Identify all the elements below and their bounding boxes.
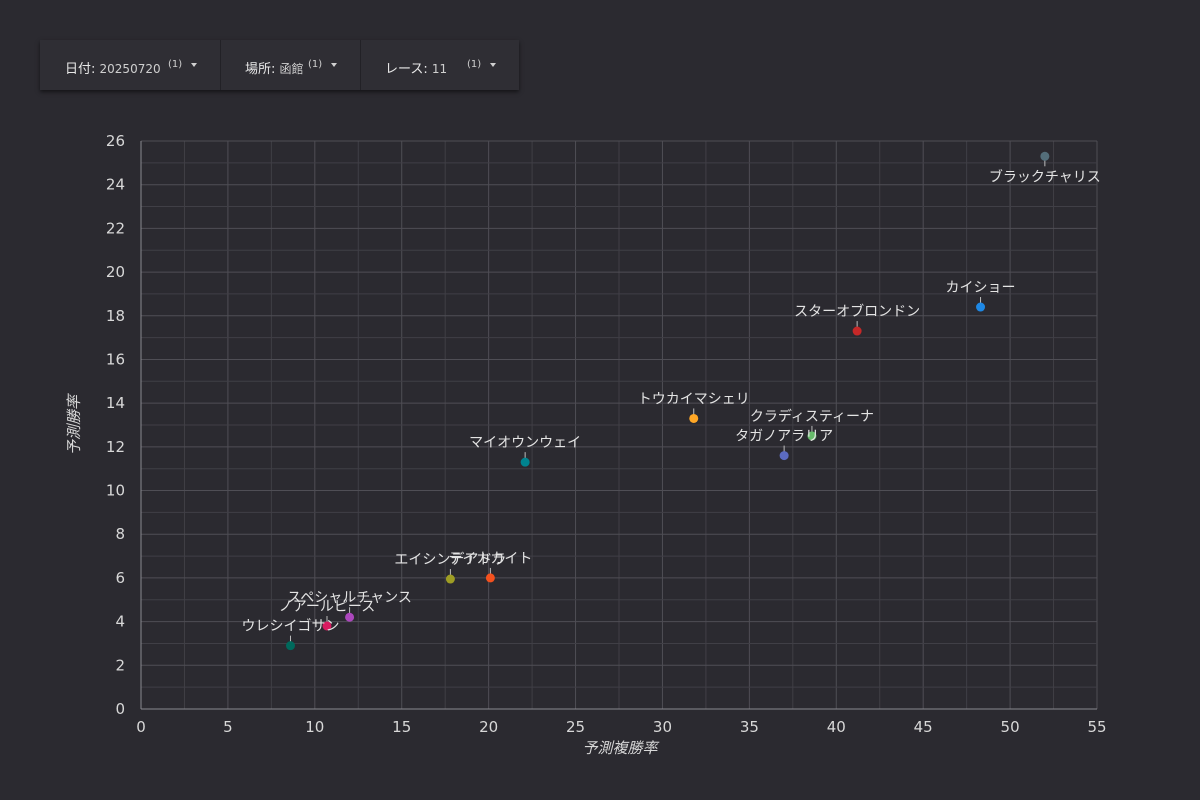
- data-point[interactable]: ウレシイゴサン: [241, 618, 339, 651]
- point-marker[interactable]: [485, 573, 495, 583]
- race-filter-count: (1): [467, 59, 482, 70]
- y-tick-label: 12: [106, 438, 125, 456]
- data-point[interactable]: クラディスティーナ: [750, 408, 874, 441]
- date-filter-label: 日付: 20250720: [65, 62, 161, 77]
- place-filter-count: (1): [308, 59, 323, 70]
- point-label: クラディスティーナ: [750, 408, 874, 425]
- point-marker[interactable]: [285, 641, 295, 651]
- data-point[interactable]: カイショー: [946, 280, 1016, 312]
- point-label: トウカイマシェリ: [638, 391, 750, 407]
- point-label: カイショー: [946, 280, 1016, 296]
- point-marker[interactable]: [322, 621, 332, 631]
- point-marker[interactable]: [976, 302, 986, 312]
- y-tick-label: 14: [106, 394, 125, 412]
- x-tick-label: 55: [1087, 718, 1106, 736]
- point-marker[interactable]: [807, 431, 817, 441]
- point-label: テイカカイト: [448, 551, 532, 567]
- data-point[interactable]: トウカイマシェリ: [638, 391, 750, 423]
- y-axis-title: 予測勝率: [65, 393, 83, 455]
- point-label: スペシャルチャンス: [287, 590, 412, 606]
- chart-points: ブラックチャリスカイショースターオブロンドントウカイマシェリクラディスティーナタ…: [241, 151, 1101, 651]
- data-point[interactable]: スペシャルチャンス: [287, 590, 412, 622]
- point-marker[interactable]: [852, 326, 862, 336]
- y-tick-label: 2: [115, 656, 125, 674]
- y-tick-label: 24: [106, 176, 125, 194]
- point-label: ブラックチャリス: [989, 168, 1101, 185]
- point-marker[interactable]: [345, 612, 355, 622]
- y-tick-label: 6: [115, 569, 125, 587]
- y-tick-label: 8: [115, 525, 125, 543]
- x-tick-label: 45: [914, 718, 933, 736]
- point-marker[interactable]: [445, 574, 455, 584]
- data-point[interactable]: ブラックチャリス: [989, 151, 1101, 186]
- point-label: マイオウンウェイ: [469, 435, 581, 451]
- race-filter[interactable]: レース: 11 (1): [361, 40, 519, 90]
- filter-bar: 日付: 20250720 (1) 場所: 函館 (1) レース: 11 (1): [40, 40, 519, 90]
- x-tick-label: 40: [827, 718, 846, 736]
- data-point[interactable]: テイカカイト: [448, 551, 532, 583]
- data-point[interactable]: タガノアラリア: [735, 429, 833, 461]
- x-tick-label: 15: [392, 718, 411, 736]
- point-label: ノアールピース: [279, 599, 375, 615]
- chevron-down-icon: [490, 63, 496, 67]
- data-point[interactable]: マイオウンウェイ: [469, 435, 581, 467]
- y-tick-label: 18: [106, 307, 125, 325]
- race-filter-label: レース: 11: [385, 62, 448, 77]
- point-marker[interactable]: [779, 451, 789, 461]
- data-point[interactable]: ノアールピース: [279, 599, 375, 631]
- point-label: スターオブロンドン: [794, 303, 920, 320]
- place-filter-label: 場所: 函館: [245, 62, 304, 77]
- chart-ticks: 0 5 10 15 20 25 30 35 40 45 50 55024681012141618202…: [106, 132, 1107, 736]
- chevron-down-icon: [331, 63, 337, 67]
- x-tick-label: 35: [740, 718, 759, 736]
- data-point[interactable]: エイシンデアドラ: [394, 551, 506, 584]
- chart-grid: [140, 140, 1098, 710]
- point-marker[interactable]: [1040, 151, 1050, 161]
- point-marker[interactable]: [689, 413, 699, 423]
- x-tick-label: 20: [479, 718, 498, 736]
- date-filter-count: (1): [168, 59, 183, 70]
- point-label: タガノアラリア: [735, 429, 833, 445]
- point-marker[interactable]: [520, 457, 530, 467]
- point-label: エイシンデアドラ: [394, 551, 506, 568]
- y-tick-label: 20: [106, 263, 125, 281]
- point-label: ウレシイゴサン: [241, 618, 339, 635]
- y-tick-label: 4: [115, 613, 125, 631]
- y-tick-label: 0: [115, 700, 125, 718]
- data-point[interactable]: スターオブロンドン: [794, 303, 920, 336]
- x-axis-title: 予測複勝率: [582, 739, 659, 757]
- place-filter[interactable]: 場所: 函館 (1): [221, 40, 361, 90]
- x-tick-label: 5: [223, 718, 233, 736]
- x-tick-label: 10: [305, 718, 324, 736]
- x-tick-label: 50: [1001, 718, 1020, 736]
- y-tick-label: 22: [106, 219, 125, 237]
- x-tick-label: 25: [566, 718, 585, 736]
- y-tick-label: 10: [106, 482, 125, 500]
- x-tick-label: 0: [136, 718, 146, 736]
- date-filter[interactable]: 日付: 20250720 (1): [40, 40, 221, 90]
- x-tick-label: 30: [653, 718, 672, 736]
- chevron-down-icon: [191, 63, 197, 67]
- race-filter-value: 11: [431, 62, 448, 76]
- y-tick-label: 16: [106, 350, 125, 368]
- place-filter-value: 函館: [279, 62, 304, 76]
- y-tick-label: 26: [106, 132, 125, 150]
- date-filter-value: 20250720: [99, 62, 161, 76]
